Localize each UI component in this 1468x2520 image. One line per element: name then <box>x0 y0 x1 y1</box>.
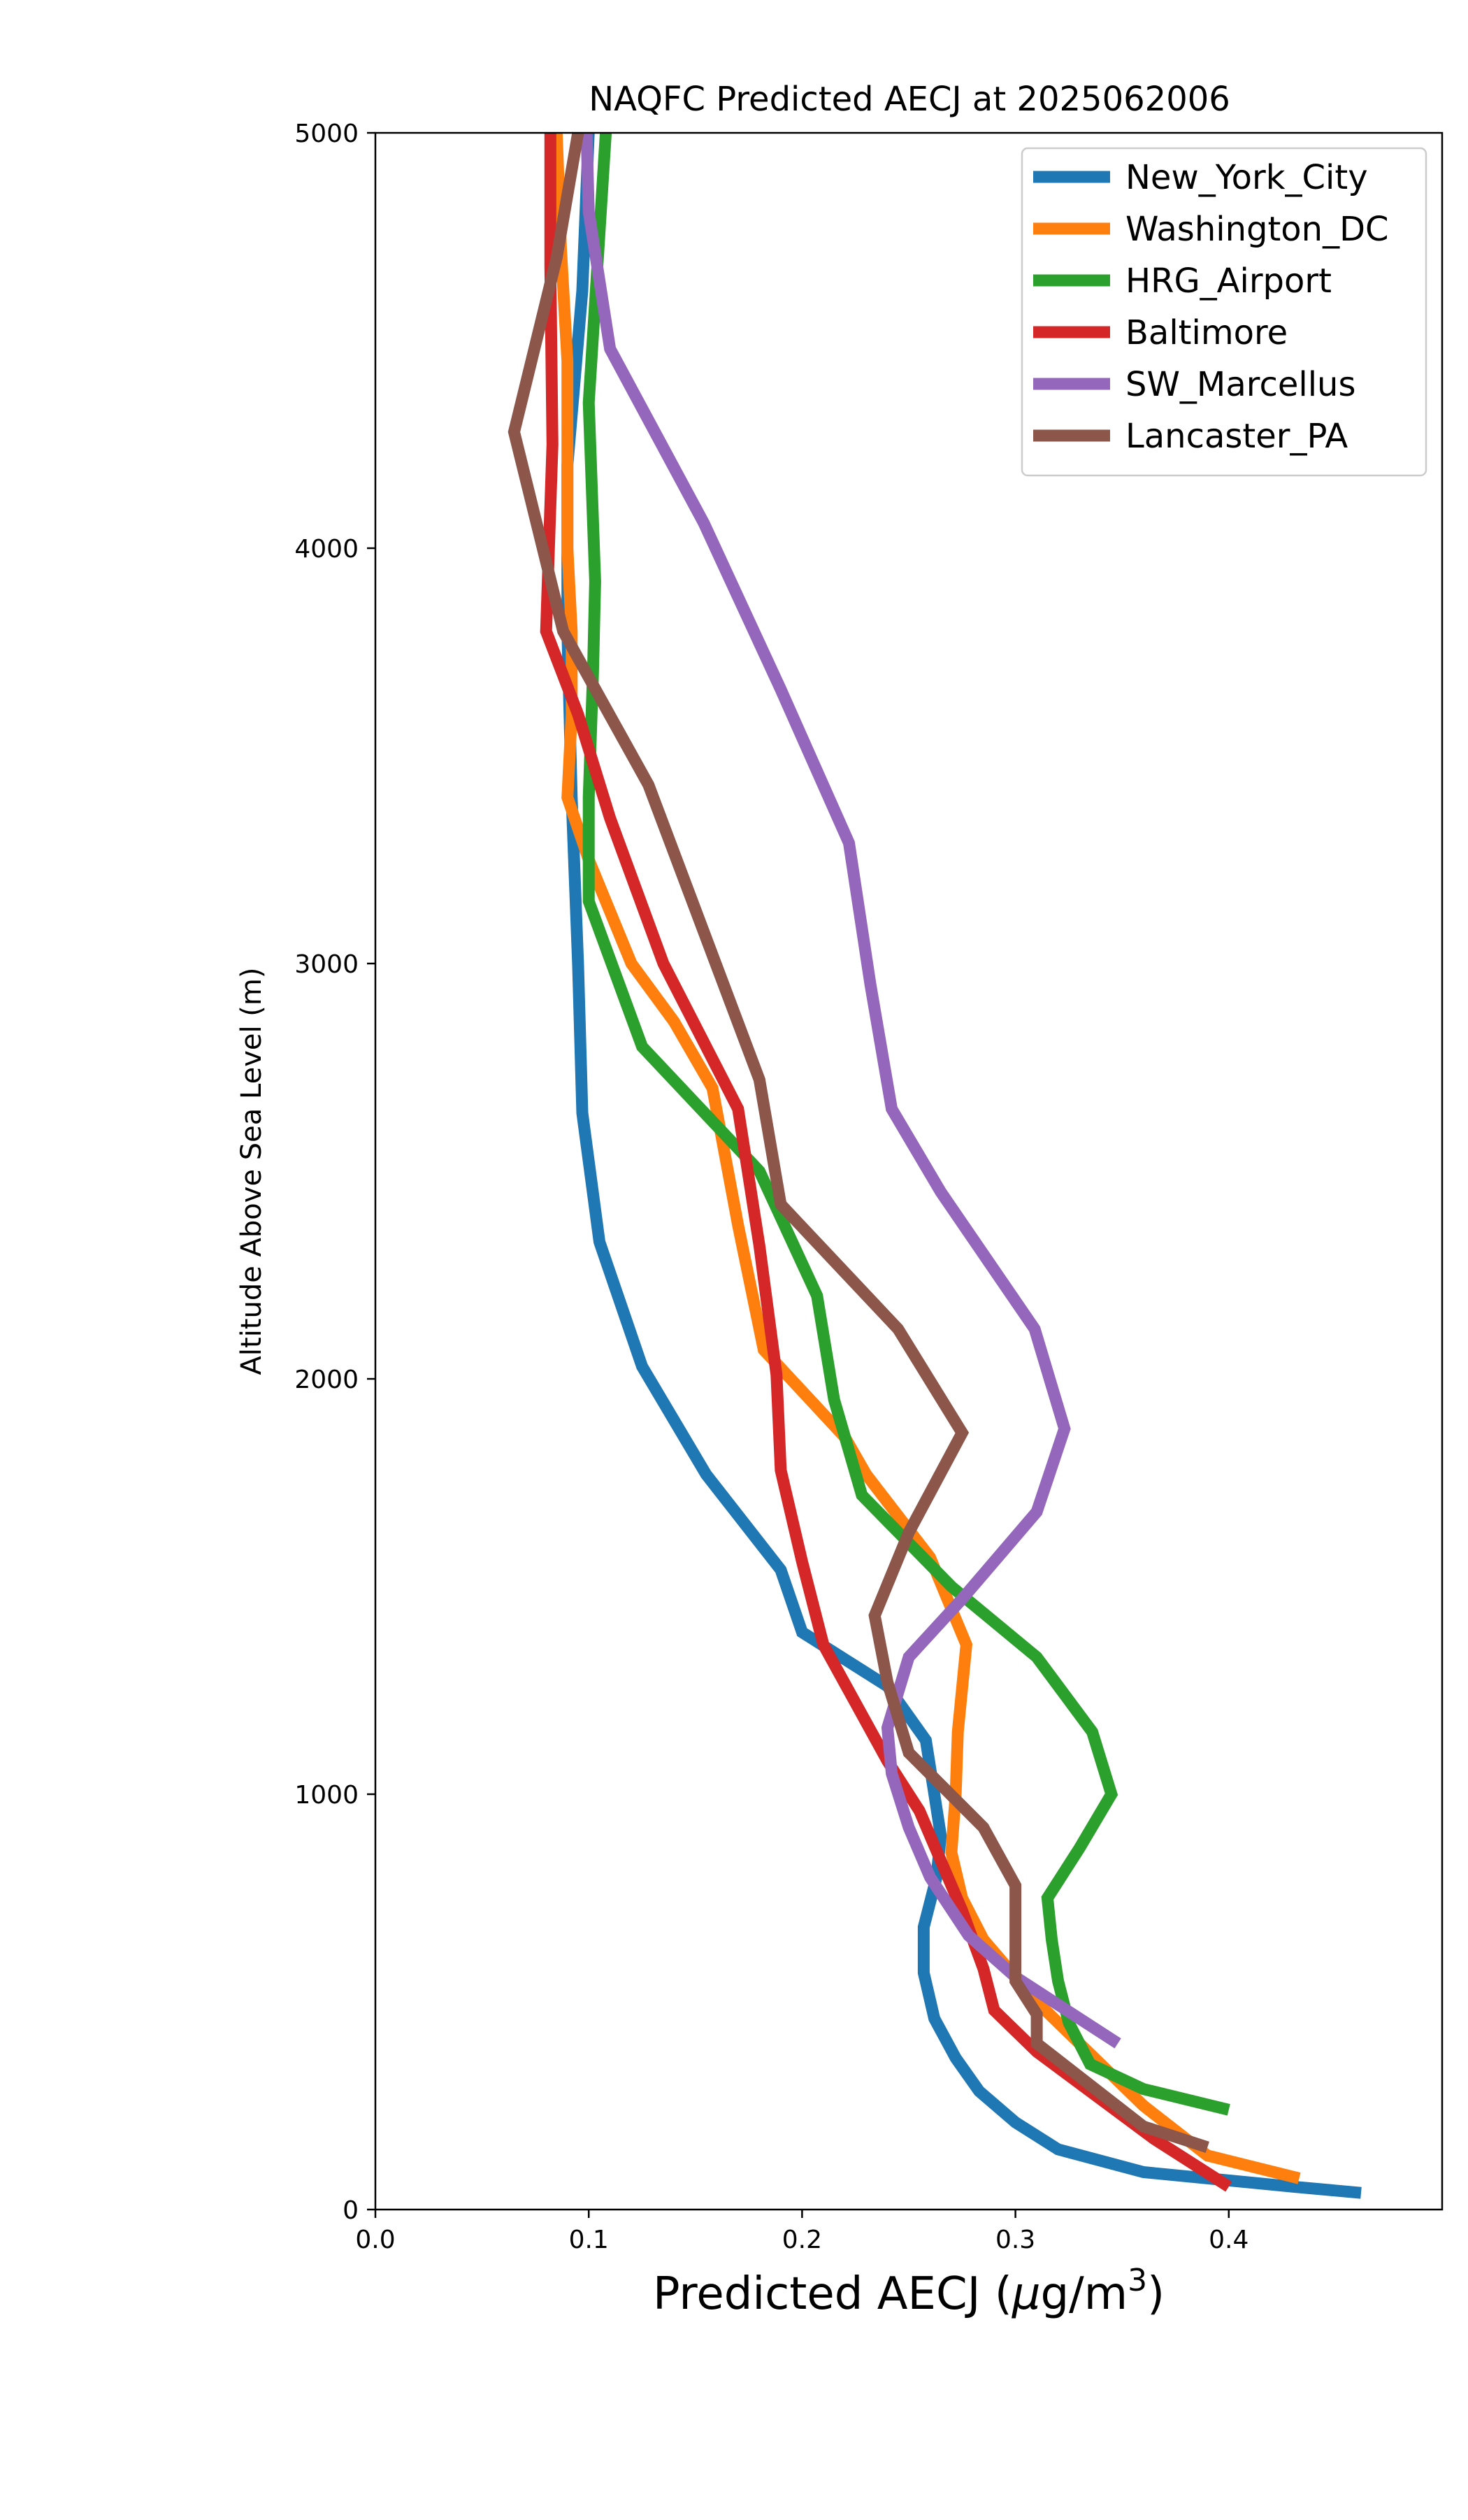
y-axis-ticks: 0 1000 2000 3000 4000 5000 <box>294 120 375 2225</box>
y-tick-label: 4000 <box>294 535 359 564</box>
series-line-baltimore <box>540 133 1232 2192</box>
legend: New_York_City Washington_DC HRG_Airport Bal… <box>1021 147 1427 477</box>
y-tick-label: 5000 <box>294 120 359 148</box>
legend-box <box>1021 147 1427 477</box>
plot-frame <box>374 131 1444 2211</box>
y-tick-label: 0 <box>343 2196 359 2225</box>
x-axis-label-close: ) <box>1147 2268 1165 2320</box>
series-line-lancaster-pa <box>508 131 1209 2153</box>
y-tick-label: 2000 <box>294 1366 359 1394</box>
x-tick-label: 0.0 <box>355 2226 395 2254</box>
series-line-sw-marcellus <box>580 132 1121 2049</box>
x-tick-label: 0.3 <box>995 2226 1035 2254</box>
x-tick-label: 0.1 <box>569 2226 609 2254</box>
x-axis-label-unit: g/m <box>1041 2268 1128 2320</box>
series-layer <box>508 131 1362 2199</box>
legend-items: New_York_City Washington_DC HRG_Airport Bal… <box>1033 158 1389 456</box>
y-tick-label: 1000 <box>294 1781 359 1810</box>
legend-label: HRG_Airport <box>1125 262 1332 301</box>
x-axis-label-main: Predicted AECJ ( <box>653 2268 1012 2320</box>
legend-label: New_York_City <box>1125 158 1368 197</box>
y-axis-label: Altitude Above Sea Level (m) <box>236 968 268 1375</box>
legend-label: Baltimore <box>1125 313 1288 352</box>
x-axis-label-mu: μ <box>1012 2268 1041 2320</box>
chart-title: NAQFC Predicted AECJ at 2025062006 <box>589 80 1230 119</box>
x-tick-label: 0.4 <box>1209 2226 1248 2254</box>
x-axis-label: Predicted AECJ (μg/m3) <box>653 2263 1165 2320</box>
series-line-new-york-city <box>561 132 1362 2199</box>
x-axis-ticks: 0.0 0.1 0.2 0.3 0.4 <box>355 2210 1248 2254</box>
legend-label: Washington_DC <box>1125 210 1389 249</box>
y-tick-label: 3000 <box>294 950 359 979</box>
x-tick-label: 0.2 <box>782 2226 822 2254</box>
legend-label: Lancaster_PA <box>1125 417 1348 456</box>
x-axis-label-superscript: 3 <box>1128 2263 1147 2298</box>
legend-label: SW_Marcellus <box>1125 365 1355 404</box>
